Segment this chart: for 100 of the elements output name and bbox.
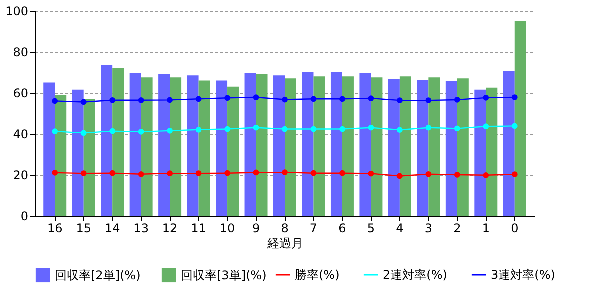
- x-tick-label: 5: [367, 222, 376, 236]
- point: [426, 171, 432, 178]
- point: [454, 97, 460, 103]
- bar: [55, 95, 67, 216]
- bar: [244, 74, 256, 216]
- bar: [474, 90, 486, 216]
- point: [253, 94, 260, 100]
- point: [310, 126, 317, 132]
- bar: [101, 65, 113, 216]
- point: [368, 170, 374, 177]
- point: [454, 126, 460, 132]
- point: [52, 98, 58, 104]
- bar: [400, 76, 412, 216]
- bar: [388, 79, 400, 216]
- point: [196, 170, 202, 176]
- point: [340, 126, 346, 132]
- point: [196, 96, 202, 102]
- x-tick-label: 13: [134, 222, 149, 236]
- bar: [198, 80, 210, 216]
- point: [483, 124, 490, 130]
- point: [52, 170, 58, 176]
- bar: [428, 78, 440, 216]
- point: [167, 97, 173, 104]
- x-tick-label: 10: [220, 222, 236, 236]
- bar: [330, 72, 342, 216]
- y-tick-label: 20: [13, 168, 28, 182]
- bar: [457, 78, 469, 216]
- x-tick-label: 11: [191, 222, 206, 236]
- x-tick-label: 3: [424, 222, 432, 236]
- point: [340, 96, 346, 102]
- point: [426, 124, 432, 131]
- point: [253, 170, 260, 176]
- point: [310, 96, 317, 102]
- point: [310, 170, 317, 176]
- bar: [216, 80, 228, 216]
- x-tick-label: 2: [454, 222, 462, 236]
- point: [397, 173, 403, 180]
- point: [80, 99, 87, 106]
- bar: [371, 78, 383, 216]
- point: [80, 170, 87, 176]
- x-tick-label: 4: [396, 222, 404, 236]
- legend-label: 勝率(%): [295, 268, 340, 282]
- legend-label: 回収率[3単](%): [181, 268, 267, 282]
- x-tick-label: 0: [511, 222, 519, 236]
- bar: [72, 90, 84, 216]
- point: [253, 124, 260, 131]
- bar: [314, 76, 326, 216]
- x-tick-label: 9: [252, 222, 260, 236]
- bar: [417, 80, 429, 216]
- x-tick-label: 7: [310, 222, 318, 236]
- point: [110, 128, 116, 134]
- point: [397, 127, 403, 134]
- bar: [342, 76, 354, 216]
- point: [80, 130, 87, 136]
- x-tick-label: 1: [482, 222, 490, 236]
- point: [196, 126, 202, 133]
- y-tick-label: 40: [13, 128, 28, 142]
- point: [368, 96, 374, 102]
- bar: [84, 99, 96, 216]
- point: [167, 128, 173, 134]
- x-tick-label: 15: [76, 222, 92, 236]
- point: [282, 126, 288, 132]
- bar: [256, 74, 268, 216]
- y-tick-label: 80: [13, 46, 28, 60]
- y-tick-label: 60: [13, 86, 28, 100]
- point: [397, 98, 403, 104]
- bar: [514, 21, 526, 216]
- legend-label: 3連対率(%): [491, 268, 556, 282]
- point: [224, 170, 230, 176]
- point: [138, 129, 144, 135]
- bar: [141, 78, 153, 216]
- point: [426, 98, 432, 104]
- bar: [130, 74, 142, 216]
- point: [454, 172, 460, 178]
- x-tick-label: 8: [281, 222, 289, 236]
- bar: [302, 72, 314, 216]
- point: [167, 170, 173, 176]
- point: [110, 97, 116, 104]
- x-tick-label: 14: [104, 222, 120, 236]
- bar: [187, 76, 199, 216]
- bar: [360, 74, 372, 216]
- legend-label: 2連対率(%): [383, 268, 448, 282]
- bar: [446, 81, 458, 216]
- x-tick-label: 12: [162, 222, 178, 236]
- point: [110, 170, 116, 176]
- y-tick-label: 0: [20, 210, 28, 224]
- point: [282, 170, 288, 176]
- y-tick-label: 100: [6, 4, 28, 18]
- bar: [158, 74, 170, 216]
- point: [340, 170, 346, 176]
- point: [282, 96, 288, 103]
- point: [224, 126, 230, 132]
- bar: [285, 78, 296, 216]
- bar: [228, 86, 240, 216]
- point: [138, 171, 144, 178]
- point: [138, 97, 144, 104]
- point: [52, 128, 58, 134]
- point: [368, 124, 374, 131]
- x-tick-label: 6: [338, 222, 346, 236]
- point: [483, 172, 490, 178]
